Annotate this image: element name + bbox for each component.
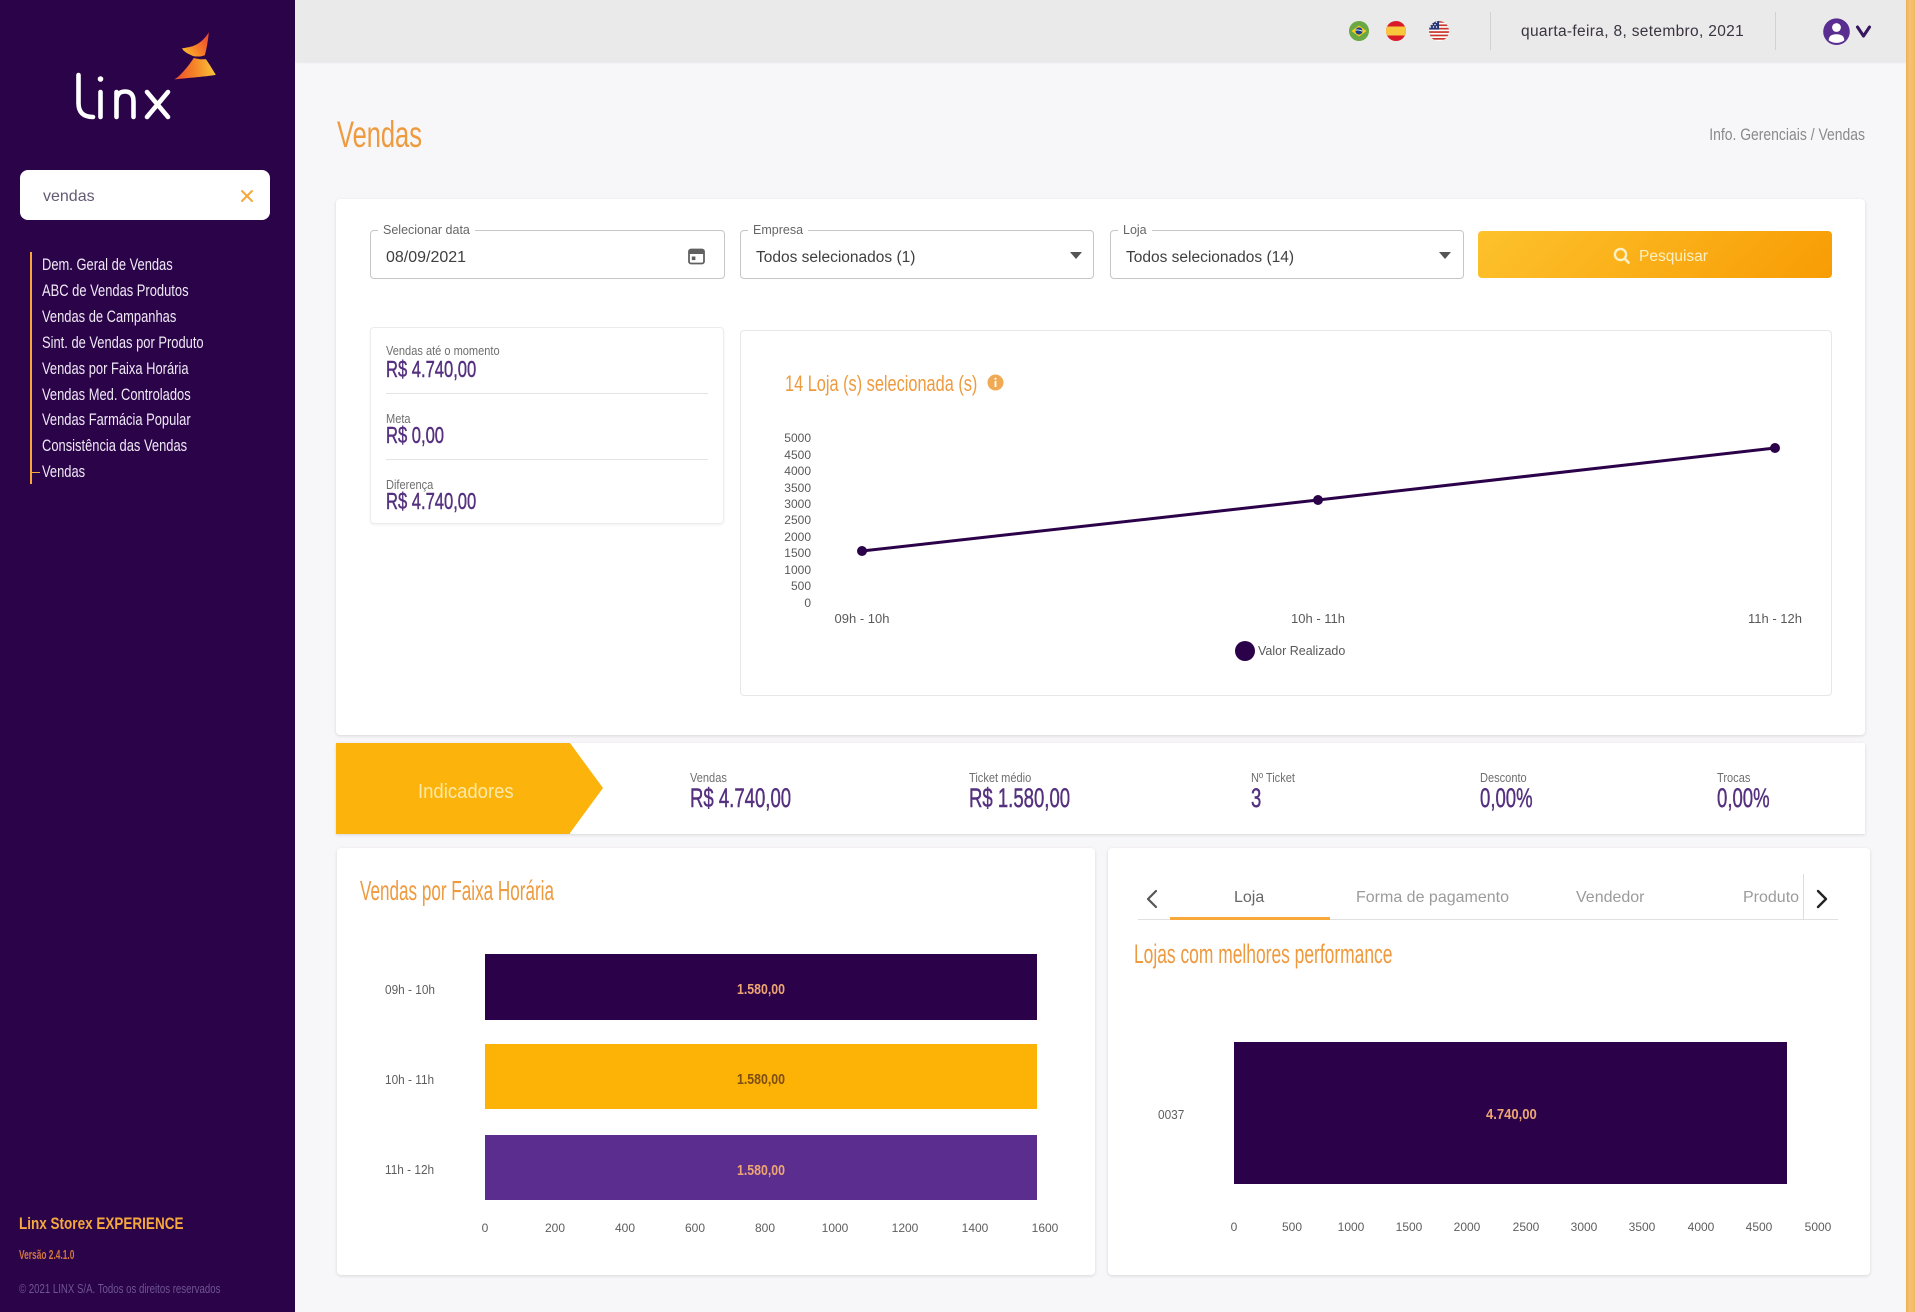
svg-text:2500: 2500	[784, 513, 811, 527]
svg-text:1000: 1000	[784, 563, 811, 577]
svg-text:5000: 5000	[784, 431, 811, 445]
svg-text:10h - 11h: 10h - 11h	[1291, 611, 1345, 626]
svg-text:500: 500	[791, 579, 811, 593]
svg-text:3000: 3000	[784, 497, 811, 511]
svg-text:0: 0	[804, 596, 811, 610]
svg-text:4000: 4000	[784, 464, 811, 478]
svg-text:3500: 3500	[784, 481, 811, 495]
svg-text:Valor Realizado: Valor Realizado	[1258, 644, 1345, 658]
svg-text:09h - 10h: 09h - 10h	[835, 611, 890, 626]
svg-text:4500: 4500	[784, 448, 811, 462]
svg-text:11h - 12h: 11h - 12h	[1748, 611, 1802, 626]
svg-text:1500: 1500	[784, 546, 811, 560]
svg-text:2000: 2000	[784, 530, 811, 544]
